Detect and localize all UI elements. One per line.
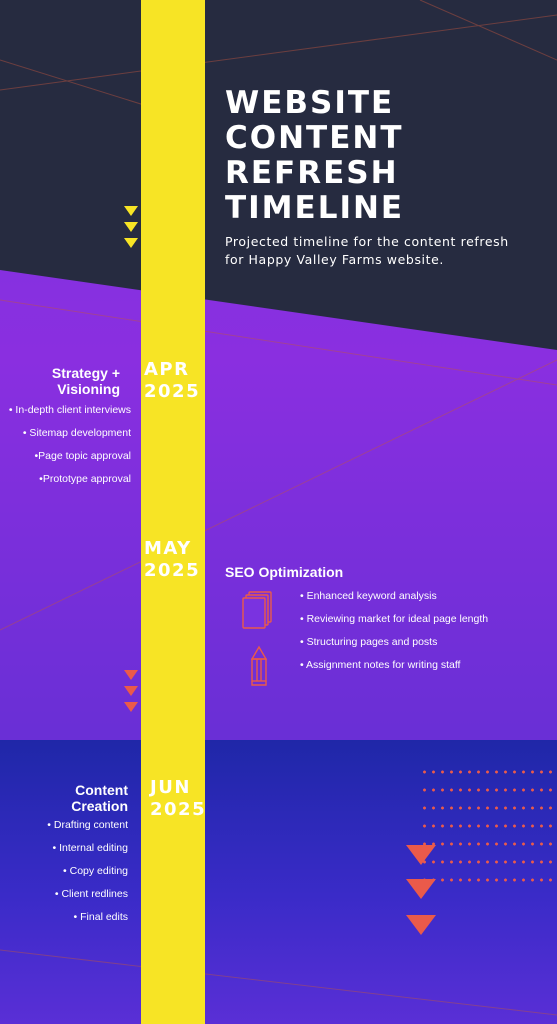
triangle-down-icon: [406, 845, 436, 865]
task-list-content: • Drafting content • Internal editing • …: [8, 819, 128, 934]
date-month: JUN: [150, 777, 191, 798]
task-item: • Internal editing: [52, 842, 128, 854]
triangle-down-icon: [124, 670, 138, 680]
documents-icon: [242, 591, 272, 629]
triangle-down-icon: [124, 702, 138, 712]
task-item: • In-depth client interviews: [8, 404, 131, 416]
task-list-seo: • Enhanced keyword analysis • Reviewing …: [300, 590, 550, 682]
task-item: • Sitemap development: [22, 427, 131, 439]
task-list-strategy: • In-depth client interviews • Sitemap d…: [8, 404, 131, 496]
triangle-down-icon: [124, 686, 138, 696]
phase-title-content: Content Creation: [20, 782, 128, 814]
triangle-down-icon: [406, 915, 436, 935]
phase-title-line: Visioning: [57, 381, 120, 397]
task-item: • Reviewing market for ideal page length: [300, 613, 489, 625]
phase-date-apr: APR 2025: [144, 359, 206, 403]
title-line: TIMELINE: [225, 190, 405, 226]
task-item: • Assignment notes for writing staff: [300, 659, 461, 671]
task-item: • Client redlines: [54, 888, 128, 900]
may-chevrons: [124, 670, 138, 718]
timeline-bar: [141, 0, 205, 1024]
page-title: WEBSITE CONTENT REFRESH TIMELINE: [225, 86, 545, 226]
title-line: WEBSITE: [225, 85, 395, 121]
pencil-icon: [250, 645, 268, 686]
phase-date-may: MAY 2025: [144, 538, 206, 582]
task-item: • Structuring pages and posts: [300, 636, 438, 648]
phase-title-line: Strategy +: [51, 365, 120, 381]
task-item: •Page topic approval: [34, 450, 132, 462]
triangle-down-icon: [124, 238, 138, 248]
date-month: MAY: [144, 538, 192, 559]
triangle-down-icon: [124, 222, 138, 232]
page-subtitle: Projected timeline for the content refre…: [225, 234, 509, 267]
date-month: APR: [144, 359, 190, 380]
task-item: • Enhanced keyword analysis: [300, 590, 437, 602]
task-item: • Drafting content: [47, 819, 128, 831]
phase-title-seo: SEO Optimization: [225, 564, 344, 580]
phase-title-strategy: Strategy + Visioning: [20, 365, 120, 397]
header-chevrons: [124, 206, 138, 254]
phase-title-line: Creation: [71, 798, 128, 814]
title-line: REFRESH: [225, 155, 399, 191]
task-item: • Copy editing: [63, 865, 128, 877]
task-item: •Prototype approval: [39, 473, 131, 485]
phase-title-line: Content: [75, 782, 128, 798]
dot-grid-decoration: [420, 763, 555, 893]
date-year: 2025: [144, 560, 201, 581]
triangle-down-icon: [124, 206, 138, 216]
title-line: CONTENT: [225, 120, 404, 156]
task-item: • Final edits: [73, 911, 128, 923]
triangle-down-icon: [406, 879, 436, 899]
phase-date-jun: JUN 2025: [150, 777, 212, 821]
date-year: 2025: [144, 381, 201, 402]
date-year: 2025: [150, 799, 207, 820]
